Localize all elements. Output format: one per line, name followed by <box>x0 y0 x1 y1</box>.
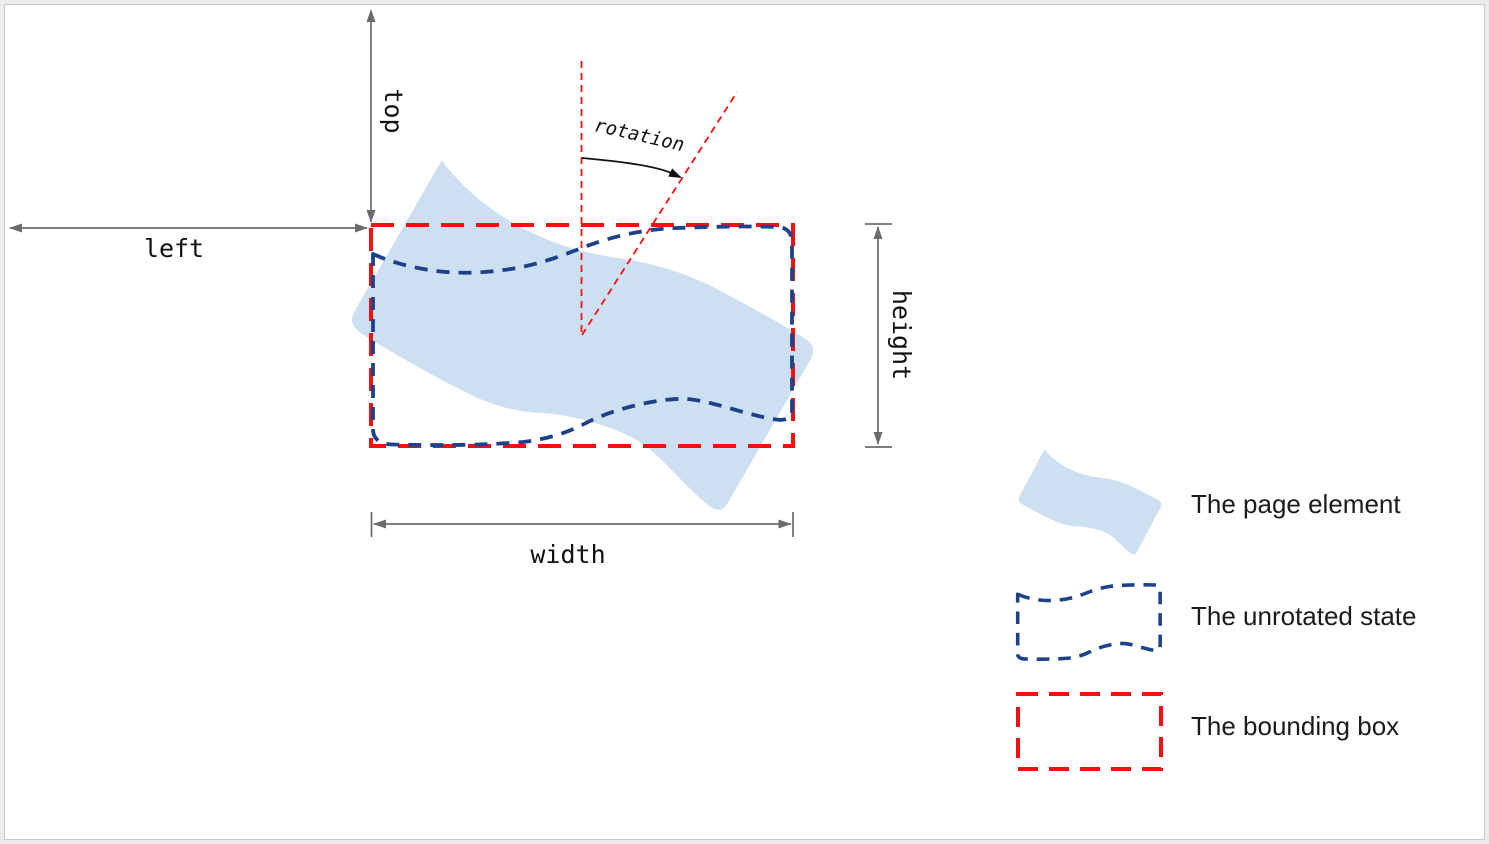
legend-item-page-element: The page element <box>1016 441 1401 563</box>
legend-item-bounding-box: The bounding box <box>1016 692 1399 771</box>
height-arrowhead-down-icon <box>873 432 883 445</box>
legend-bounding-box-label: The bounding box <box>1191 711 1399 741</box>
legend-item-unrotated-state: The unrotated state <box>1015 583 1416 661</box>
width-label: width <box>530 540 605 569</box>
rotated-axis-line <box>581 91 738 336</box>
legend-unrotated-state-swatch <box>1015 583 1162 661</box>
legend-page-element-label: The page element <box>1191 489 1401 519</box>
diagram-canvas: rotation top left <box>4 4 1485 840</box>
rotation-arc <box>581 157 672 174</box>
width-arrowhead-right-icon <box>778 519 792 529</box>
legend-page-element-swatch <box>1016 441 1164 563</box>
height-dimension <box>865 223 892 448</box>
rotation-arc-arrow <box>581 157 682 178</box>
height-arrowhead-up-icon <box>873 226 883 239</box>
legend: The page element The unrotated state The… <box>1015 441 1416 771</box>
left-dimension <box>9 223 368 233</box>
rotation-arrowhead-icon <box>668 168 682 178</box>
legend-bounding-box-swatch <box>1016 692 1163 771</box>
top-arrowhead-up-icon <box>366 9 376 22</box>
top-arrowhead-down-icon <box>366 210 376 223</box>
top-dimension <box>366 9 376 223</box>
top-label: top <box>379 88 408 133</box>
legend-unrotated-state-label: The unrotated state <box>1191 601 1416 631</box>
bounding-box-diagram: rotation top left <box>9 9 1416 771</box>
left-label: left <box>144 234 204 263</box>
left-arrowhead-left-icon <box>9 223 22 233</box>
height-label: height <box>887 290 916 380</box>
width-dimension <box>370 512 794 537</box>
rotation-guides <box>580 61 738 336</box>
width-arrowhead-left-icon <box>373 519 386 529</box>
left-arrowhead-right-icon <box>355 223 368 233</box>
rotation-label: rotation <box>592 114 686 156</box>
